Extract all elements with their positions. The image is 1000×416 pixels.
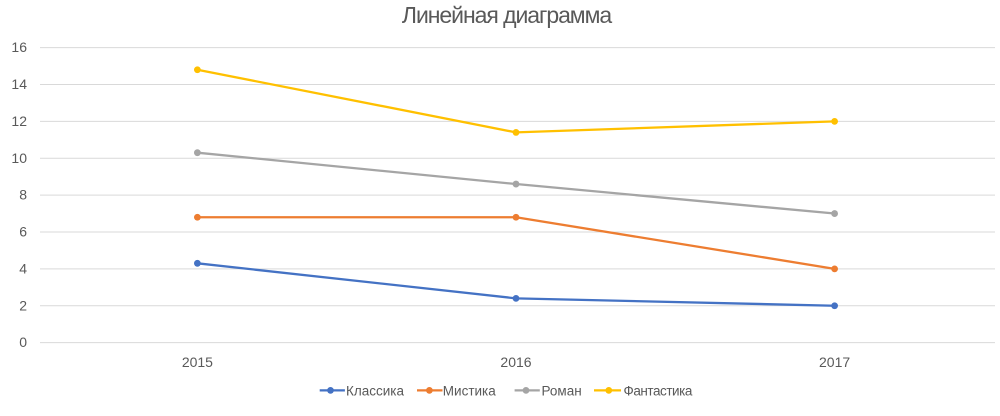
svg-text:10: 10 xyxy=(11,150,27,166)
svg-text:6: 6 xyxy=(19,224,27,240)
svg-text:2016: 2016 xyxy=(500,354,531,370)
svg-text:12: 12 xyxy=(11,113,27,129)
svg-text:2: 2 xyxy=(19,297,27,313)
svg-text:8: 8 xyxy=(19,187,27,203)
svg-text:0: 0 xyxy=(19,334,27,350)
svg-text:14: 14 xyxy=(11,76,27,92)
svg-text:4: 4 xyxy=(19,261,27,277)
svg-text:2017: 2017 xyxy=(819,354,850,370)
svg-text:Линейная диаграмма: Линейная диаграмма xyxy=(402,2,612,28)
svg-text:Роман: Роман xyxy=(542,383,582,398)
svg-text:Классика: Классика xyxy=(346,383,404,398)
svg-text:Фантастика: Фантастика xyxy=(624,383,693,398)
svg-text:2015: 2015 xyxy=(182,354,213,370)
svg-text:Мистика: Мистика xyxy=(443,383,496,398)
svg-text:16: 16 xyxy=(11,39,27,55)
